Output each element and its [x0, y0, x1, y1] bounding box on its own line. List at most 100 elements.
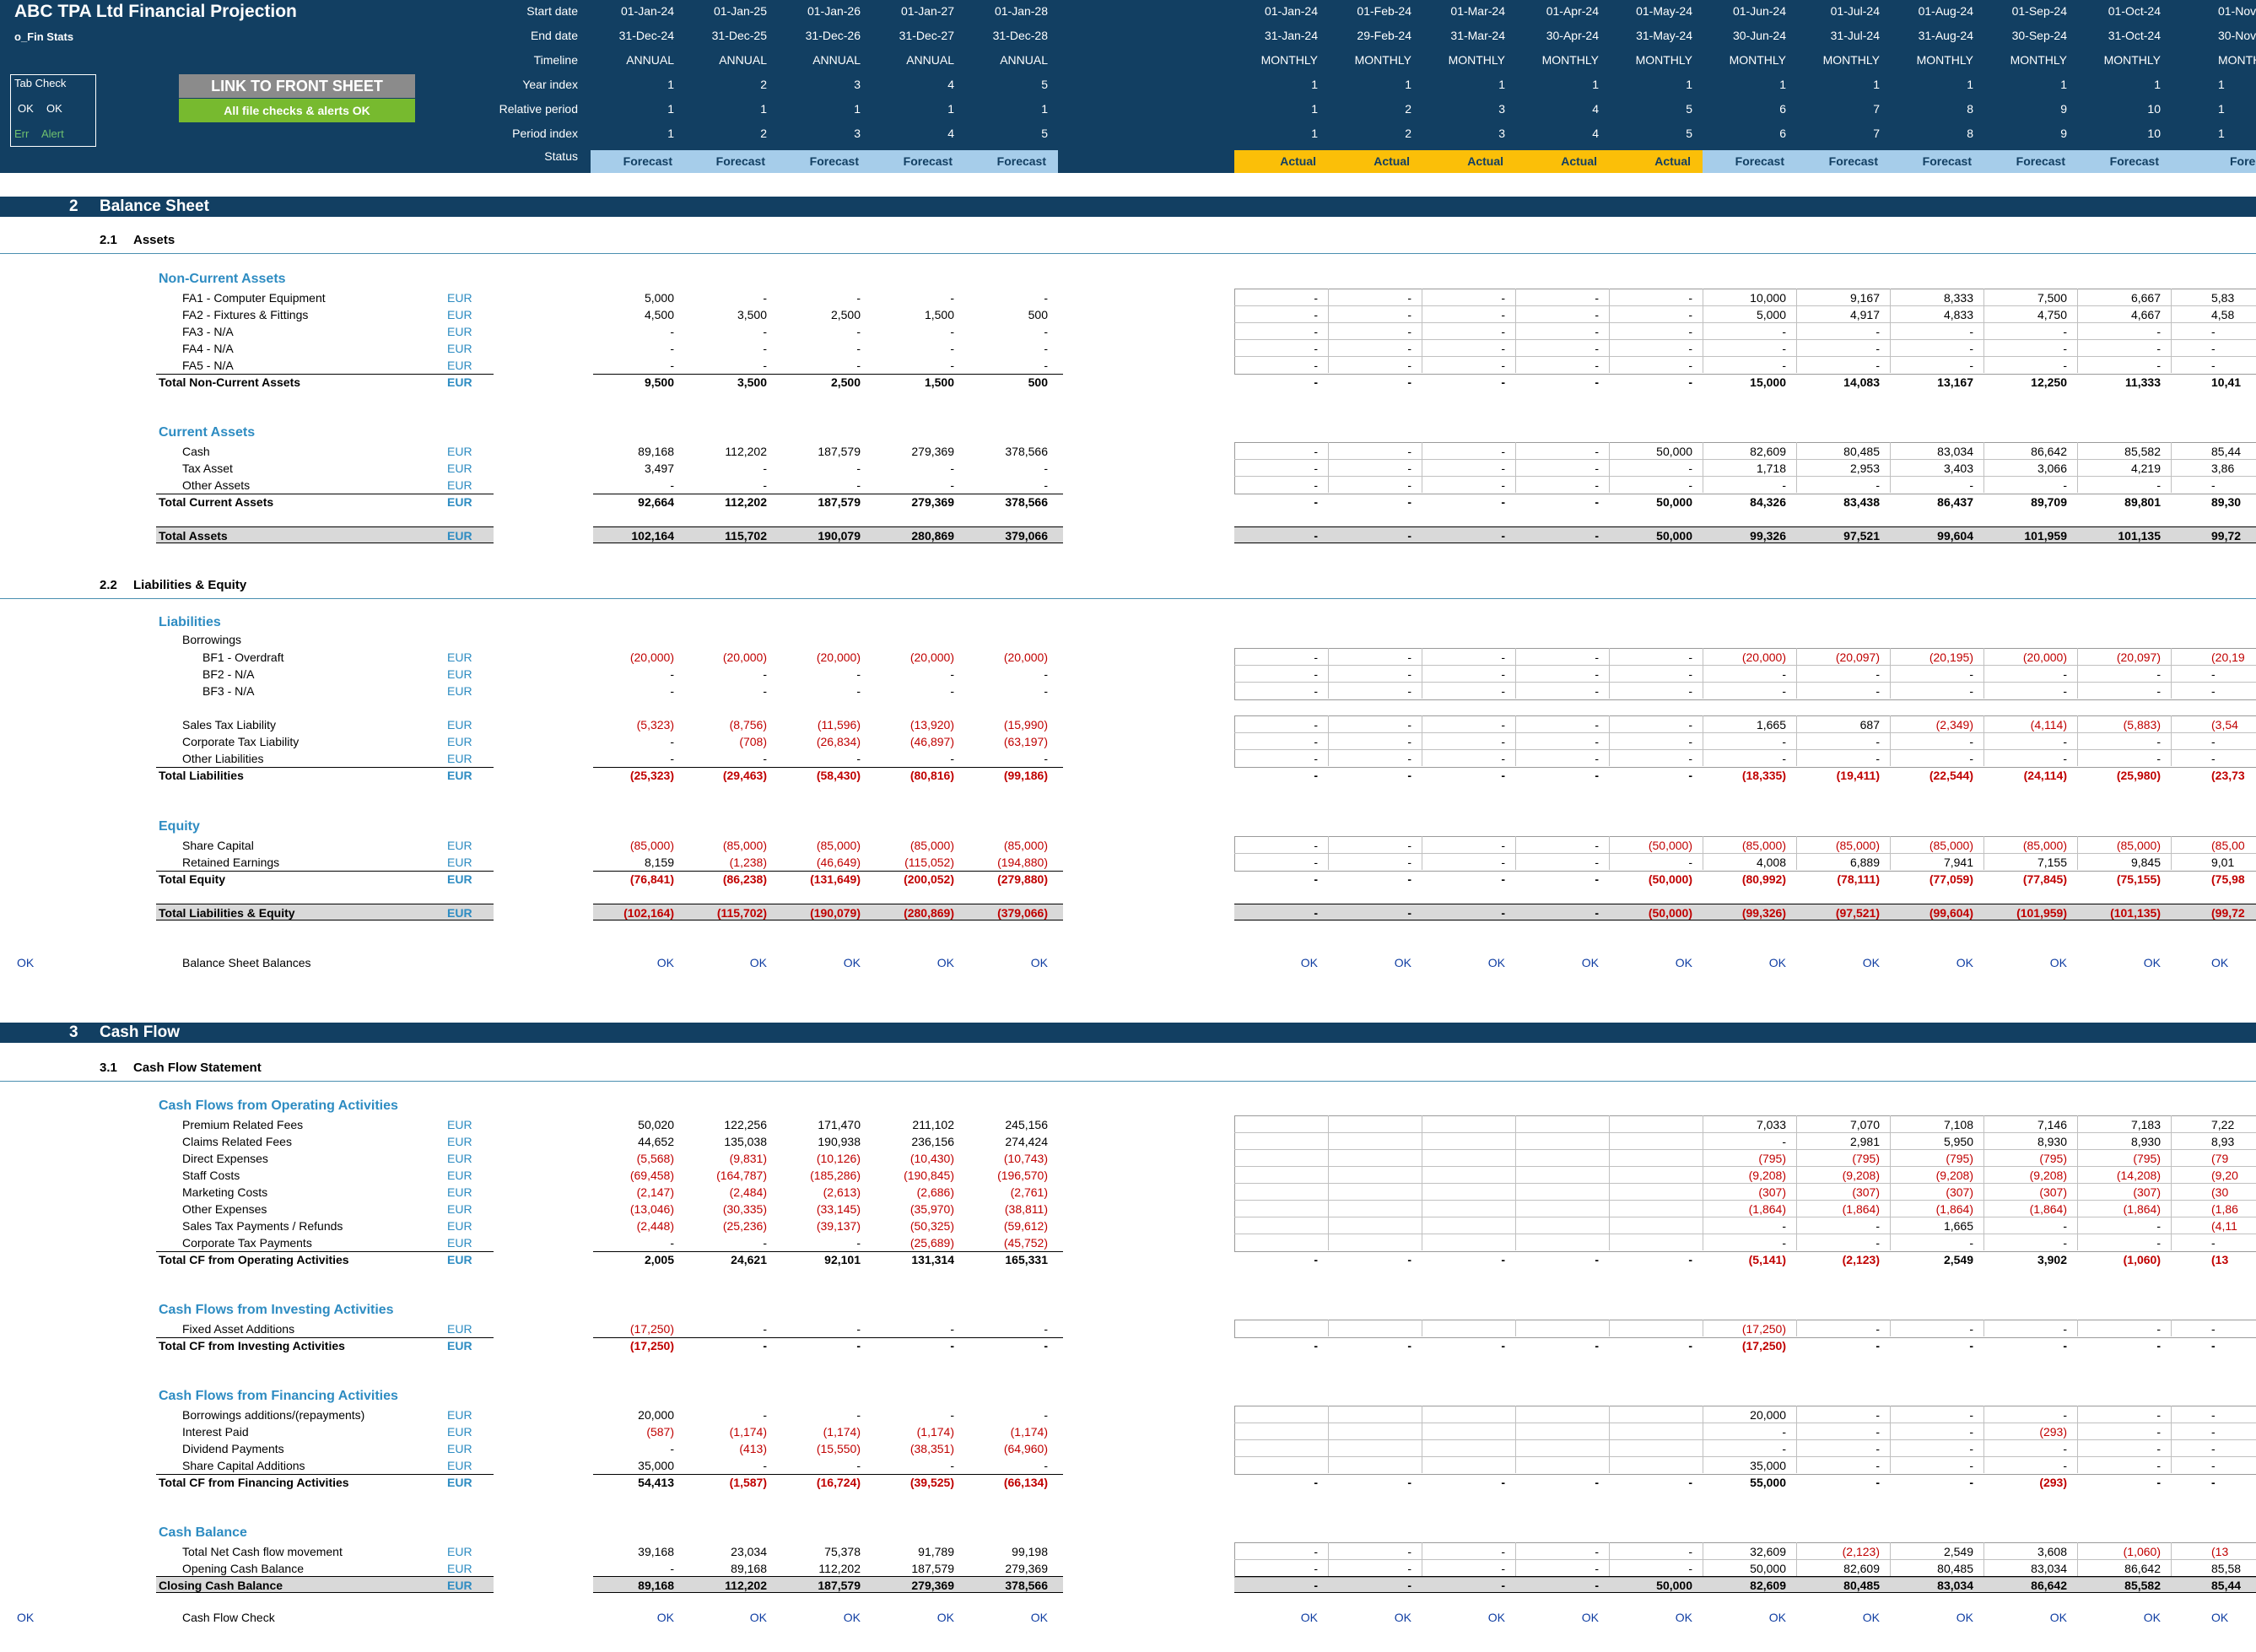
- cell-monthly: -: [2156, 1219, 2161, 1233]
- cell-monthly: -: [2156, 1442, 2161, 1455]
- cell-monthly: 99,604: [1937, 529, 1973, 543]
- cell-annual: -: [763, 478, 767, 492]
- cell-annual: 279,369: [911, 1579, 954, 1592]
- cell-annual: -: [763, 1339, 767, 1352]
- row-label: BF3 - N/A: [202, 684, 255, 698]
- cell-monthly: OK: [1394, 956, 1411, 969]
- header-cell-annual: 01-Jan-24: [620, 4, 674, 18]
- header-cell-monthly: 1: [1779, 78, 1786, 91]
- cell-monthly: 4,667: [2130, 308, 2161, 321]
- row-tcff: Total CF from Financing Activities EUR 54,…: [0, 1474, 2256, 1492]
- cell-monthly: 1,665: [1756, 718, 1786, 732]
- cell-monthly: -: [1876, 752, 1880, 765]
- header-cell-monthly: 1: [1967, 78, 1973, 91]
- cell-monthly: 4,833: [1943, 308, 1973, 321]
- cell-monthly: -: [1501, 1545, 1505, 1558]
- cell-monthly: -: [2211, 667, 2216, 681]
- cell-monthly: 11,333: [2124, 375, 2161, 389]
- cell-annual: (17,250): [629, 1322, 674, 1336]
- cell-annual: (35,970): [909, 1202, 954, 1216]
- row-unit: EUR: [447, 1322, 472, 1336]
- cell-monthly: -: [1407, 1476, 1411, 1489]
- header-row-label: Year index: [522, 78, 578, 91]
- grid-line: [1609, 1320, 1610, 1336]
- row-label: Total Current Assets: [159, 495, 274, 509]
- cell-monthly: -: [2211, 1322, 2216, 1336]
- cell-annual: (11,596): [817, 718, 861, 732]
- row-ocb: Opening Cash Balance EUR - 89,168 112,202 187…: [0, 1561, 2256, 1578]
- header-cell-monthly: 01-Jul-24: [1830, 4, 1880, 18]
- row-int: Interest Paid EUR (587) (1,174) (1,174) (1,17…: [0, 1424, 2256, 1441]
- cell-monthly: -: [1314, 308, 1318, 321]
- cell-annual: -: [1044, 342, 1048, 355]
- cell-monthly: -: [1969, 1339, 1973, 1352]
- header-cell-monthly: 8: [1967, 102, 1973, 116]
- total-rule: [593, 374, 1063, 375]
- row-unit: EUR: [447, 684, 472, 698]
- cell-monthly: OK: [1581, 1611, 1599, 1624]
- cell-monthly: -: [1876, 735, 1880, 748]
- row-bf3: BF3 - N/A EUR - - - - - - - - - - - - - - - -: [0, 683, 2256, 700]
- cell-annual: -: [856, 462, 861, 475]
- cell-monthly: -: [1501, 718, 1505, 732]
- cell-monthly: (75,155): [2116, 872, 2161, 886]
- row-tl: Total Liabilities EUR (25,323) (29,463) (58,…: [0, 767, 2256, 785]
- group-heading-equity: Equity: [159, 819, 200, 834]
- cell-annual: -: [1044, 478, 1048, 492]
- row-label: FA1 - Computer Equipment: [182, 291, 326, 305]
- cell-monthly: OK: [2143, 956, 2161, 969]
- row-unit: EUR: [447, 667, 472, 681]
- cell-monthly: 3,608: [2037, 1545, 2067, 1558]
- cell-annual: 99,198: [1012, 1545, 1048, 1558]
- row-highlight: [156, 526, 494, 543]
- cell-annual: 112,202: [818, 1562, 861, 1575]
- cell-monthly: (85,000): [1835, 839, 1880, 852]
- cell-annual: -: [670, 752, 674, 765]
- row-unit: EUR: [447, 478, 472, 492]
- cell-annual: 190,938: [818, 1135, 861, 1148]
- cell-annual: (2,448): [636, 1219, 674, 1233]
- cell-annual: (196,570): [997, 1169, 1048, 1182]
- header-cell-monthly: 7: [1873, 127, 1880, 140]
- cell-annual: -: [950, 462, 954, 475]
- cell-monthly: -: [1595, 684, 1599, 698]
- link-to-front-sheet-button[interactable]: LINK TO FRONT SHEET: [179, 74, 415, 98]
- tab-check-ok-1: OK: [18, 102, 34, 115]
- row-tcfo: Total CF from Operating Activities EUR 2,0…: [0, 1251, 2256, 1269]
- status-cell-monthly: Foreca: [2171, 150, 2256, 173]
- cell-monthly: -: [1314, 462, 1318, 475]
- cell-monthly: -: [1314, 906, 1318, 920]
- cell-annual: (25,689): [909, 1236, 954, 1250]
- cell-monthly: -: [1407, 529, 1411, 543]
- subsection-number: 3.1: [100, 1061, 117, 1075]
- cell-annual: 1,500: [924, 308, 954, 321]
- cell-annual: (190,079): [810, 906, 861, 920]
- cell-monthly: -: [1782, 684, 1786, 698]
- cell-monthly: -: [1407, 769, 1411, 782]
- cell-monthly: 3,86: [2211, 462, 2235, 475]
- cell-annual: 5,000: [644, 291, 674, 305]
- row-unit: EUR: [447, 1236, 472, 1250]
- cell-monthly: 99,326: [1750, 529, 1786, 543]
- cell-annual: 2,500: [830, 308, 861, 321]
- row-unit: EUR: [447, 1219, 472, 1233]
- cell-monthly: -: [1501, 1253, 1505, 1266]
- cell-annual: (379,066): [997, 906, 1048, 920]
- cell-monthly: 15,000: [1750, 375, 1786, 389]
- cell-annual: 115,702: [725, 529, 767, 543]
- cell-monthly: 6,667: [2130, 291, 2161, 305]
- header-row-label: Start date: [526, 4, 578, 18]
- cell-annual: (25,236): [722, 1219, 767, 1233]
- cell-annual: (58,430): [816, 769, 861, 782]
- total-rule: [593, 1474, 1063, 1475]
- row-cash: Cash EUR 89,168 112,202 187,579 279,369 378,56…: [0, 444, 2256, 461]
- cell-monthly: -: [1501, 495, 1505, 509]
- cell-annual: (1,238): [729, 856, 767, 869]
- cell-annual: OK: [749, 956, 767, 969]
- status-cell-monthly: Actual: [1328, 150, 1422, 173]
- cell-monthly: -: [1407, 495, 1411, 509]
- cell-annual: 112,202: [725, 445, 767, 458]
- row-label: Other Liabilities: [182, 752, 264, 765]
- cell-annual: OK: [1030, 956, 1048, 969]
- cell-annual: (13,046): [629, 1202, 674, 1216]
